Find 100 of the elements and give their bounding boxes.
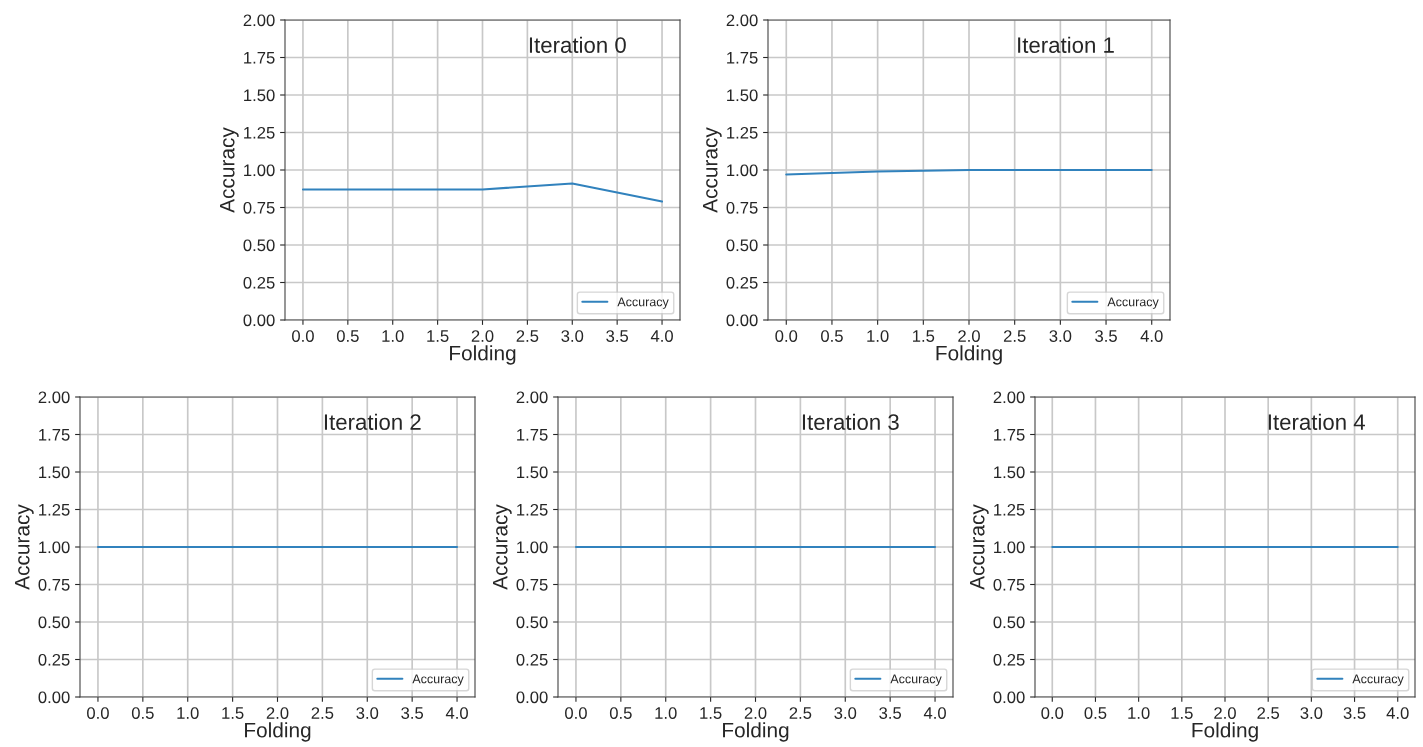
x-tick-label: 2.5 [311, 707, 334, 719]
text: Iteration 4 [1268, 413, 1365, 430]
y-tick-label: 2.00 [726, 14, 758, 27]
x-tick-label: 0.5 [336, 330, 359, 342]
x-tick-label: 4.0 [1386, 707, 1409, 719]
y-tick-label: 0.50 [993, 616, 1025, 629]
x-tick-label: 1.5 [1171, 707, 1193, 719]
y-tick-label: 1.00 [994, 541, 1025, 554]
y-tick-label: 0.00 [993, 691, 1025, 704]
y-tick-label: 1.75 [994, 429, 1025, 441]
x-tick-label: 0.5 [609, 707, 632, 719]
y-tick-label: 0.75 [243, 201, 275, 214]
x-tick-label: 0.5 [1084, 707, 1107, 719]
x-tick-label: 1.0 [867, 330, 889, 342]
x-tick-label: 3.5 [879, 707, 902, 719]
y-tick-label: 0.00 [243, 314, 275, 327]
y-tick-label: 1.25 [39, 503, 70, 516]
y-tick-label: 0.00 [516, 691, 548, 704]
x-tick-label: 0.0 [292, 330, 314, 342]
x-tick-label: 1.0 [177, 707, 199, 719]
y-tick-label: 0.75 [516, 578, 548, 591]
y-tick-label: 1.50 [39, 466, 70, 479]
y-tick-label: 0.50 [243, 239, 275, 252]
x-tick-label: 0.5 [131, 707, 154, 719]
legend-label: Accuracy [890, 674, 942, 686]
y-tick-label: 0.50 [516, 616, 548, 629]
x-tick-label: 2.5 [516, 330, 539, 342]
x-tick-label: 2.0 [266, 707, 289, 719]
y-tick-label: 1.50 [517, 466, 548, 479]
y-axis-title: Accuracy [15, 504, 34, 590]
x-axis-title: Folding [245, 722, 311, 742]
x-tick-label: 2.0 [958, 330, 980, 342]
text: Iteration 1 [1018, 36, 1114, 53]
x-tick-label: 3.0 [561, 330, 584, 342]
y-tick-label: 0.00 [726, 314, 758, 327]
y-axis-title: Accuracy [970, 504, 989, 590]
y-tick-label: 1.00 [39, 541, 70, 554]
x-tick-label: 2.0 [1214, 707, 1236, 719]
y-tick-label: 0.75 [993, 578, 1025, 591]
x-tick-label: 1.0 [382, 330, 404, 342]
y-tick-label: 0.25 [38, 653, 70, 666]
x-tick-label: 1.0 [655, 707, 677, 719]
x-tick-label: 2.5 [1257, 707, 1280, 719]
x-tick-label: 2.5 [789, 707, 812, 719]
legend-label: Accuracy [412, 674, 464, 686]
y-tick-label: 0.25 [243, 276, 275, 289]
y-tick-label: 0.50 [726, 239, 758, 252]
x-tick-label: 2.0 [471, 330, 494, 342]
y-tick-label: 0.75 [38, 578, 70, 591]
x-tick-label: 0.0 [565, 707, 587, 719]
y-tick-label: 1.25 [727, 126, 758, 139]
x-tick-label: 3.0 [1049, 330, 1072, 342]
x-tick-label: 3.5 [606, 330, 629, 342]
x-tick-label: 1.0 [1128, 707, 1150, 719]
y-axis-title: Accuracy [493, 504, 512, 590]
y-tick-label: 1.50 [244, 89, 275, 102]
x-axis-title: Folding [723, 722, 789, 742]
y-tick-label: 1.75 [244, 52, 275, 64]
x-axis-title: Folding [1192, 722, 1258, 742]
y-tick-label: 1.75 [39, 429, 70, 441]
legend-label: Accuracy [1352, 674, 1404, 686]
y-tick-label: 1.50 [727, 89, 758, 102]
y-tick-label: 0.25 [726, 276, 758, 289]
legend-label: Accuracy [1107, 297, 1159, 309]
x-axis-title: Folding [450, 345, 516, 365]
y-tick-label: 1.00 [727, 164, 758, 177]
x-tick-label: 2.0 [744, 707, 767, 719]
legend-label: Accuracy [617, 297, 669, 309]
x-tick-label: 4.0 [923, 707, 946, 719]
x-tick-label: 1.5 [700, 707, 722, 719]
y-tick-label: 0.75 [726, 201, 758, 214]
x-tick-label: 3.5 [401, 707, 424, 719]
y-tick-label: 0.25 [516, 653, 548, 666]
y-tick-label: 1.00 [244, 164, 275, 177]
text: Iteration 0 [529, 36, 626, 53]
x-tick-label: 0.0 [87, 707, 109, 719]
y-tick-label: 1.25 [517, 503, 548, 516]
x-tick-label: 0.0 [1041, 707, 1064, 719]
x-tick-label: 3.0 [356, 707, 379, 719]
x-tick-label: 1.5 [427, 330, 449, 342]
x-axis-title: Folding [936, 345, 1002, 365]
y-tick-label: 2.00 [516, 391, 548, 404]
y-tick-label: 0.00 [38, 691, 70, 704]
y-tick-label: 1.25 [244, 126, 275, 139]
x-tick-label: 2.5 [1003, 330, 1026, 342]
x-tick-label: 4.0 [1140, 330, 1163, 342]
y-axis-title: Accuracy [703, 127, 722, 213]
y-tick-label: 1.75 [727, 52, 758, 64]
y-tick-label: 2.00 [993, 391, 1025, 404]
x-tick-label: 0.5 [821, 330, 843, 342]
x-tick-label: 3.0 [834, 707, 857, 719]
x-tick-label: 1.5 [222, 707, 244, 719]
text: Iteration 3 [802, 413, 899, 430]
x-tick-label: 4.0 [445, 707, 468, 719]
x-tick-label: 3.5 [1343, 707, 1366, 719]
x-tick-label: 3.5 [1095, 330, 1117, 342]
y-axis-title: Accuracy [220, 127, 239, 213]
x-tick-label: 1.5 [913, 330, 935, 342]
y-tick-label: 1.75 [517, 429, 548, 441]
x-tick-label: 4.0 [650, 330, 673, 342]
